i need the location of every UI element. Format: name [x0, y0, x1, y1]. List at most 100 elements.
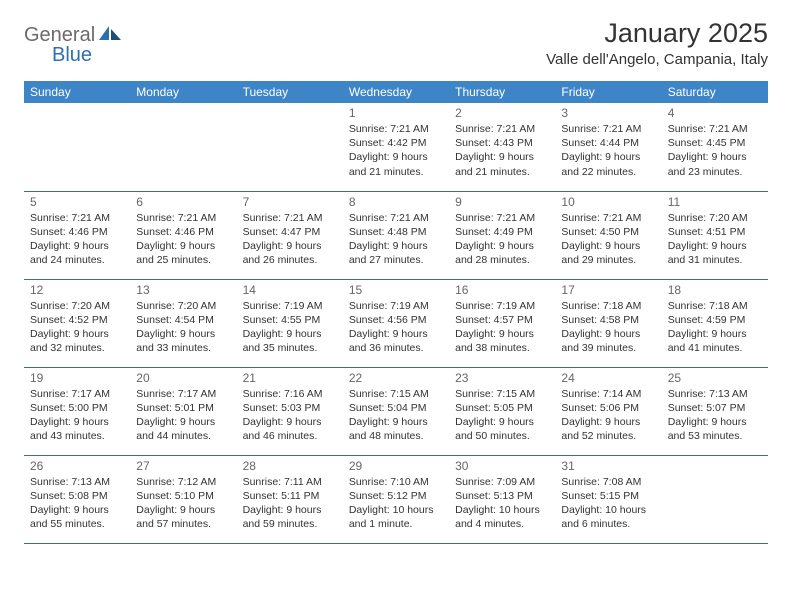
day-info: Sunrise: 7:20 AMSunset: 4:52 PMDaylight:…: [30, 299, 124, 356]
day-info: Sunrise: 7:21 AMSunset: 4:45 PMDaylight:…: [668, 122, 762, 179]
calendar-day-cell: 8 Sunrise: 7:21 AMSunset: 4:48 PMDaylight…: [343, 191, 449, 279]
day-info: Sunrise: 7:17 AMSunset: 5:00 PMDaylight:…: [30, 387, 124, 444]
day-info: Sunrise: 7:15 AMSunset: 5:04 PMDaylight:…: [349, 387, 443, 444]
day-info: Sunrise: 7:09 AMSunset: 5:13 PMDaylight:…: [455, 475, 549, 532]
calendar-day-cell: 25 Sunrise: 7:13 AMSunset: 5:07 PMDayligh…: [662, 367, 768, 455]
calendar-table: Sunday Monday Tuesday Wednesday Thursday…: [24, 81, 768, 544]
day-info: Sunrise: 7:19 AMSunset: 4:57 PMDaylight:…: [455, 299, 549, 356]
day-number: 10: [561, 195, 655, 209]
calendar-week-row: 19 Sunrise: 7:17 AMSunset: 5:00 PMDayligh…: [24, 367, 768, 455]
calendar-day-cell: 30 Sunrise: 7:09 AMSunset: 5:13 PMDayligh…: [449, 455, 555, 543]
day-number: 29: [349, 459, 443, 473]
calendar-day-cell: ..: [130, 103, 236, 191]
calendar-day-cell: 20Sunrise: 7:17 AMSunset: 5:01 PMDayligh…: [130, 367, 236, 455]
calendar-week-row: 26 Sunrise: 7:13 AMSunset: 5:08 PMDayligh…: [24, 455, 768, 543]
day-number: 6: [136, 195, 230, 209]
calendar-day-cell: 10 Sunrise: 7:21 AMSunset: 4:50 PMDayligh…: [555, 191, 661, 279]
calendar-week-row: ......1Sunrise: 7:21 AMSunset: 4:42 PMDa…: [24, 103, 768, 191]
weekday-header: Monday: [130, 81, 236, 103]
day-number: 28: [243, 459, 337, 473]
calendar-day-cell: 12 Sunrise: 7:20 AMSunset: 4:52 PMDayligh…: [24, 279, 130, 367]
calendar-day-cell: 22 Sunrise: 7:15 AMSunset: 5:04 PMDayligh…: [343, 367, 449, 455]
day-info: Sunrise: 7:20 AMSunset: 4:51 PMDaylight:…: [668, 211, 762, 268]
day-number: 7: [243, 195, 337, 209]
day-number: 11: [668, 195, 762, 209]
location-text: Valle dell'Angelo, Campania, Italy: [546, 51, 768, 68]
calendar-day-cell: 27 Sunrise: 7:12 AMSunset: 5:10 PMDayligh…: [130, 455, 236, 543]
calendar-day-cell: 29 Sunrise: 7:10 AMSunset: 5:12 PMDayligh…: [343, 455, 449, 543]
calendar-day-cell: 5 Sunrise: 7:21 AMSunset: 4:46 PMDaylight…: [24, 191, 130, 279]
calendar-day-cell: ..: [662, 455, 768, 543]
calendar-week-row: 12 Sunrise: 7:20 AMSunset: 4:52 PMDayligh…: [24, 279, 768, 367]
weekday-header: Friday: [555, 81, 661, 103]
day-info: Sunrise: 7:08 AMSunset: 5:15 PMDaylight:…: [561, 475, 655, 532]
weekday-header: Wednesday: [343, 81, 449, 103]
day-number: 22: [349, 371, 443, 385]
calendar-day-cell: 3 Sunrise: 7:21 AMSunset: 4:44 PMDaylight…: [555, 103, 661, 191]
calendar-day-cell: 21 Sunrise: 7:16 AMSunset: 5:03 PMDayligh…: [237, 367, 343, 455]
day-number: 16: [455, 283, 549, 297]
day-number: 27: [136, 459, 230, 473]
day-number: 12: [30, 283, 124, 297]
calendar-day-cell: 28Sunrise: 7:11 AMSunset: 5:11 PMDayligh…: [237, 455, 343, 543]
day-info: Sunrise: 7:21 AMSunset: 4:44 PMDaylight:…: [561, 122, 655, 179]
calendar-day-cell: 24Sunrise: 7:14 AMSunset: 5:06 PMDayligh…: [555, 367, 661, 455]
day-info: Sunrise: 7:18 AMSunset: 4:58 PMDaylight:…: [561, 299, 655, 356]
day-info: Sunrise: 7:19 AMSunset: 4:56 PMDaylight:…: [349, 299, 443, 356]
day-info: Sunrise: 7:21 AMSunset: 4:43 PMDaylight:…: [455, 122, 549, 179]
day-number: 25: [668, 371, 762, 385]
day-number: 31: [561, 459, 655, 473]
day-number: 24: [561, 371, 655, 385]
calendar-day-cell: 1 Sunrise: 7:21 AMSunset: 4:42 PMDaylight…: [343, 103, 449, 191]
day-info: Sunrise: 7:10 AMSunset: 5:12 PMDaylight:…: [349, 475, 443, 532]
day-number: 18: [668, 283, 762, 297]
calendar-day-cell: 7 Sunrise: 7:21 AMSunset: 4:47 PMDaylight…: [237, 191, 343, 279]
day-number: 2: [455, 106, 549, 120]
day-number: 15: [349, 283, 443, 297]
day-info: Sunrise: 7:21 AMSunset: 4:46 PMDaylight:…: [30, 211, 124, 268]
day-number: 14: [243, 283, 337, 297]
day-info: Sunrise: 7:13 AMSunset: 5:08 PMDaylight:…: [30, 475, 124, 532]
calendar-day-cell: 11 Sunrise: 7:20 AMSunset: 4:51 PMDayligh…: [662, 191, 768, 279]
day-info: Sunrise: 7:17 AMSunset: 5:01 PMDaylight:…: [136, 387, 230, 444]
calendar-day-cell: 31 Sunrise: 7:08 AMSunset: 5:15 PMDayligh…: [555, 455, 661, 543]
day-number: 30: [455, 459, 549, 473]
day-number: 5: [30, 195, 124, 209]
day-number: 19: [30, 371, 124, 385]
brand-part2: Blue: [52, 44, 92, 66]
day-info: Sunrise: 7:21 AMSunset: 4:50 PMDaylight:…: [561, 211, 655, 268]
calendar-day-cell: 9Sunrise: 7:21 AMSunset: 4:49 PMDaylight…: [449, 191, 555, 279]
day-number: 23: [455, 371, 549, 385]
day-info: Sunrise: 7:20 AMSunset: 4:54 PMDaylight:…: [136, 299, 230, 356]
day-number: 21: [243, 371, 337, 385]
calendar-day-cell: 26 Sunrise: 7:13 AMSunset: 5:08 PMDayligh…: [24, 455, 130, 543]
day-number: 8: [349, 195, 443, 209]
weekday-header: Thursday: [449, 81, 555, 103]
day-number: 3: [561, 106, 655, 120]
day-info: Sunrise: 7:15 AMSunset: 5:05 PMDaylight:…: [455, 387, 549, 444]
day-number: 13: [136, 283, 230, 297]
day-info: Sunrise: 7:19 AMSunset: 4:55 PMDaylight:…: [243, 299, 337, 356]
day-info: Sunrise: 7:12 AMSunset: 5:10 PMDaylight:…: [136, 475, 230, 532]
month-title: January 2025: [546, 18, 768, 49]
calendar-day-cell: 23 Sunrise: 7:15 AMSunset: 5:05 PMDayligh…: [449, 367, 555, 455]
calendar-day-cell: 14 Sunrise: 7:19 AMSunset: 4:55 PMDayligh…: [237, 279, 343, 367]
day-info: Sunrise: 7:21 AMSunset: 4:47 PMDaylight:…: [243, 211, 337, 268]
calendar-day-cell: 15 Sunrise: 7:19 AMSunset: 4:56 PMDayligh…: [343, 279, 449, 367]
day-info: Sunrise: 7:21 AMSunset: 4:42 PMDaylight:…: [349, 122, 443, 179]
day-info: Sunrise: 7:13 AMSunset: 5:07 PMDaylight:…: [668, 387, 762, 444]
calendar-day-cell: 19 Sunrise: 7:17 AMSunset: 5:00 PMDayligh…: [24, 367, 130, 455]
calendar-day-cell: 17 Sunrise: 7:18 AMSunset: 4:58 PMDayligh…: [555, 279, 661, 367]
day-number: 4: [668, 106, 762, 120]
day-number: 26: [30, 459, 124, 473]
calendar-day-cell: 18 Sunrise: 7:18 AMSunset: 4:59 PMDayligh…: [662, 279, 768, 367]
day-info: Sunrise: 7:16 AMSunset: 5:03 PMDaylight:…: [243, 387, 337, 444]
calendar-day-cell: 4 Sunrise: 7:21 AMSunset: 4:45 PMDaylight…: [662, 103, 768, 191]
calendar-page: General January 2025 Valle dell'Angelo, …: [0, 0, 792, 568]
sail-icon: [99, 24, 121, 42]
day-number: 17: [561, 283, 655, 297]
calendar-day-cell: ..: [237, 103, 343, 191]
day-info: Sunrise: 7:21 AMSunset: 4:48 PMDaylight:…: [349, 211, 443, 268]
day-info: Sunrise: 7:18 AMSunset: 4:59 PMDaylight:…: [668, 299, 762, 356]
day-number: 1: [349, 106, 443, 120]
